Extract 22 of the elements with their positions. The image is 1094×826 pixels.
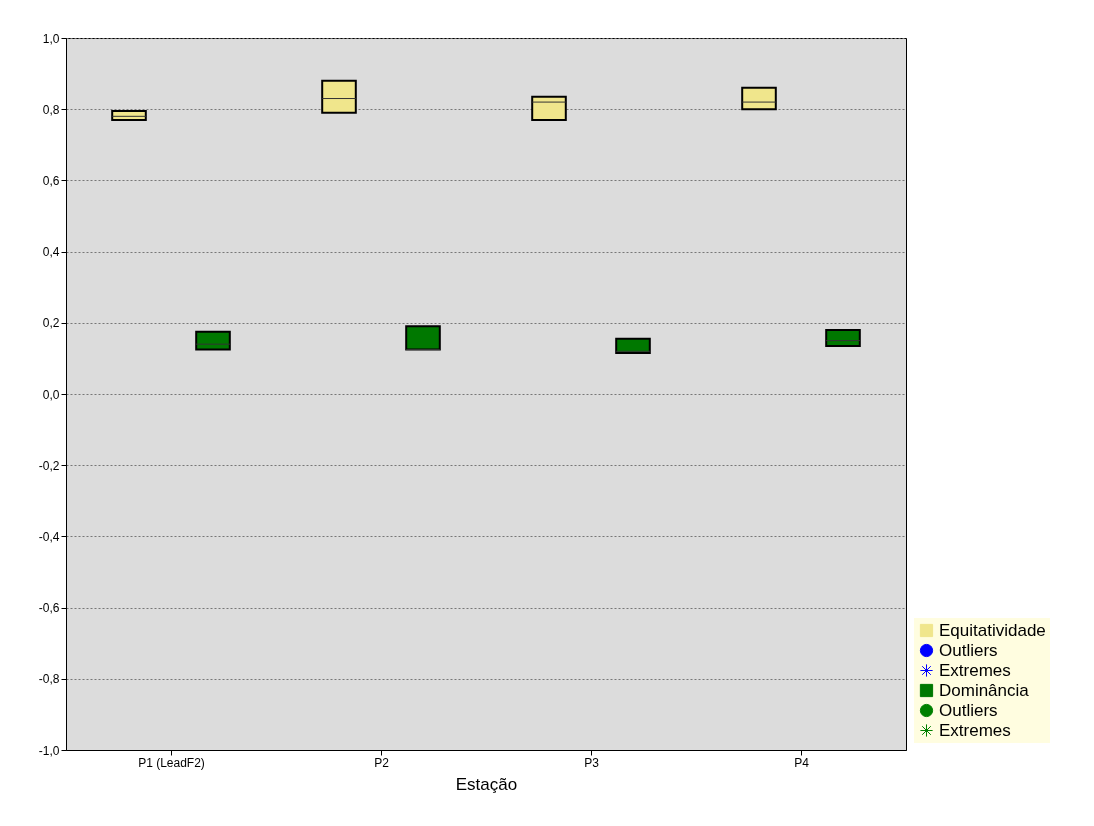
legend-label: Outliers (939, 640, 998, 660)
y-tick-label: 0,4 (42, 245, 60, 260)
legend-label: Outliers (939, 700, 998, 720)
x-tick-label: P3 (584, 755, 600, 770)
legend-label: Equitatividade (939, 620, 1046, 640)
legend-label: Extremes (939, 660, 1011, 680)
y-tick-label: 0,6 (42, 173, 60, 188)
x-tick-label: P2 (374, 755, 390, 770)
y-tick-label: -0,4 (38, 529, 60, 544)
x-tick-label: P4 (794, 755, 810, 770)
y-tick-label: -0,6 (38, 601, 60, 616)
y-tick-label: 0,8 (42, 102, 60, 117)
x-axis-title: Estação (455, 774, 518, 794)
y-tick-label: 1,0 (42, 31, 60, 46)
legend-label: Dominância (939, 680, 1030, 700)
y-tick-label: 0,0 (42, 387, 60, 402)
y-tick-label: 0,2 (42, 316, 60, 331)
legend-label: Extremes (939, 720, 1011, 740)
y-tick-label: -1,0 (38, 743, 60, 758)
y-tick-label: -0,2 (38, 458, 60, 473)
x-tick-label: P1 (LeadF2) (138, 755, 205, 770)
y-tick-label: -0,8 (38, 672, 60, 687)
